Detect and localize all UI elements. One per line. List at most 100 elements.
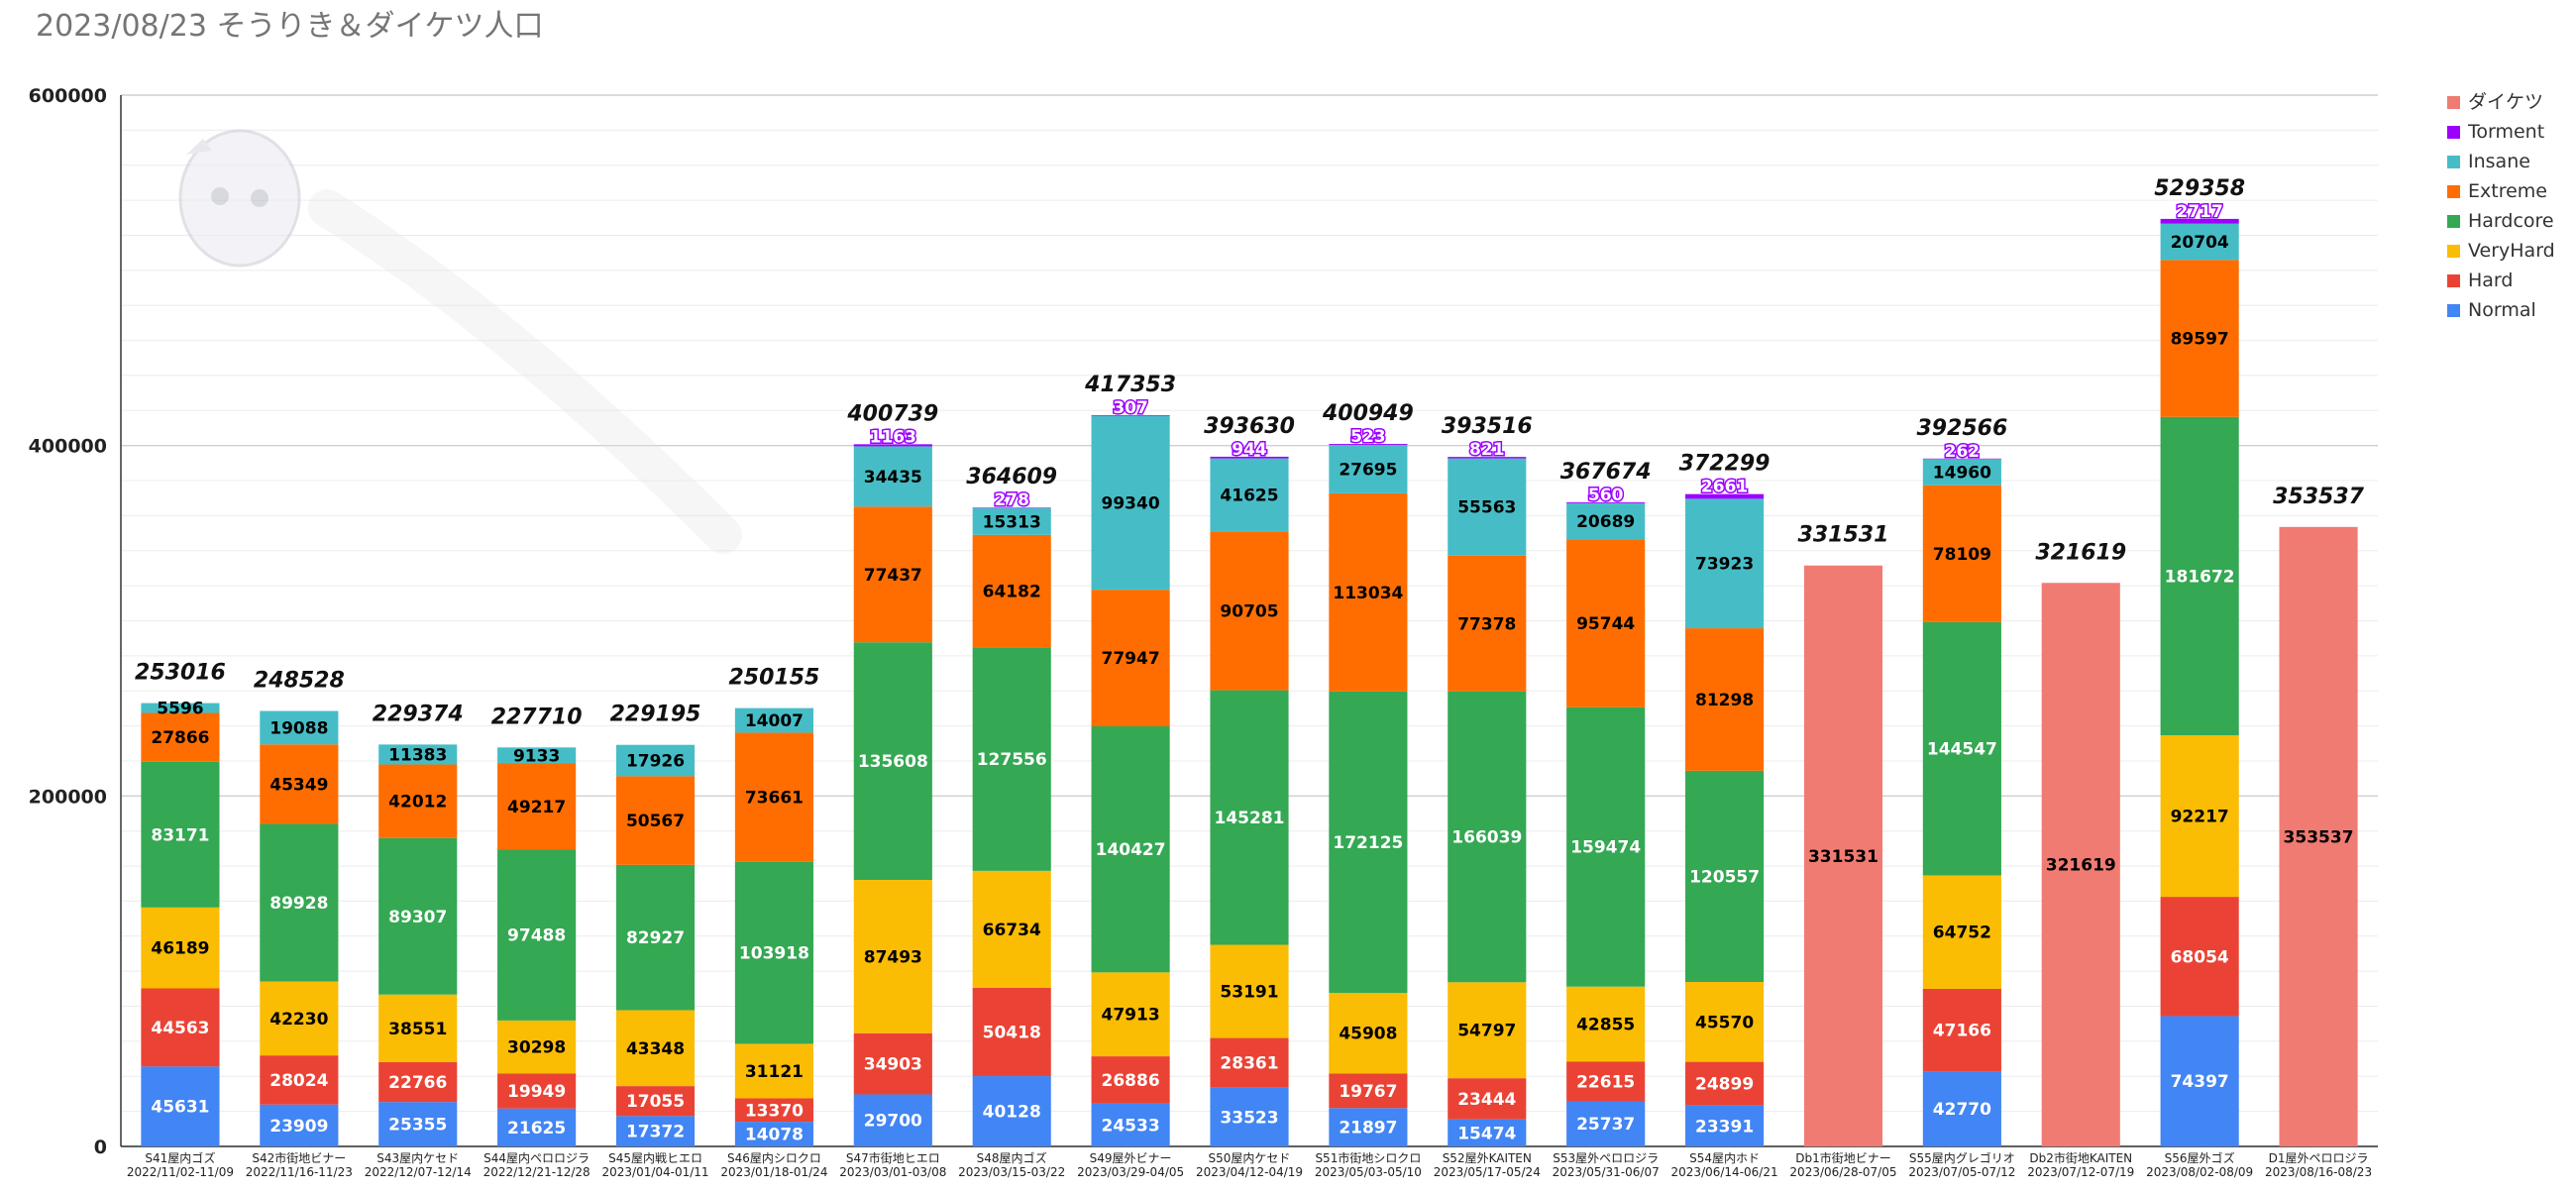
x-tick-label-date: 2023/08/16-08/23 bbox=[2265, 1165, 2372, 1179]
data-label-normal: 33523 bbox=[1220, 1108, 1278, 1128]
data-label-insane: 34435 bbox=[864, 468, 922, 488]
data-label-insane: 9133 bbox=[513, 746, 560, 766]
data-label-normal: 15474 bbox=[1457, 1124, 1516, 1143]
data-label-veryhard: 30298 bbox=[507, 1038, 566, 1058]
x-tick-label-name: S43屋内ケセド bbox=[376, 1151, 459, 1165]
x-axis-labels: S41屋内ゴズ2022/11/02-11/09S42市街地ビナー2022/11/… bbox=[127, 1150, 2372, 1179]
data-label-veryhard: 43348 bbox=[626, 1039, 685, 1059]
data-label-insane: 20704 bbox=[2171, 233, 2229, 253]
total-label: 229195 bbox=[610, 703, 701, 727]
x-tick-label-date: 2023/03/01-03/08 bbox=[839, 1165, 946, 1179]
x-tick-label-date: 2023/05/17-05/24 bbox=[1434, 1165, 1541, 1179]
total-label: 331531 bbox=[1798, 523, 1889, 548]
total-label: 353537 bbox=[2273, 485, 2365, 509]
legend-entry: Insane bbox=[2468, 151, 2530, 172]
x-tick-label-date: 2023/01/18-01/24 bbox=[720, 1165, 827, 1179]
data-label-hard: 13370 bbox=[745, 1101, 804, 1121]
mascot-watermark bbox=[180, 131, 723, 535]
x-tick-label-date: 2023/07/05-07/12 bbox=[1908, 1165, 2015, 1179]
data-label-veryhard: 42855 bbox=[1576, 1016, 1635, 1035]
data-label-torment: 821 bbox=[1469, 440, 1505, 460]
data-label-normal: 74397 bbox=[2171, 1072, 2229, 1092]
total-label: 367674 bbox=[1560, 460, 1652, 485]
x-tick-label-name: S56屋外ゴズ bbox=[2165, 1150, 2235, 1165]
legend-swatch bbox=[2447, 304, 2460, 317]
x-tick-label-date: 2022/11/16-11/23 bbox=[246, 1165, 353, 1179]
legend-swatch bbox=[2447, 126, 2460, 139]
y-tick-label: 200000 bbox=[29, 786, 107, 808]
data-label-insane: 17926 bbox=[626, 752, 685, 772]
x-tick-label-name: S54屋内ホド bbox=[1689, 1151, 1760, 1165]
data-label-hard: 28361 bbox=[1220, 1054, 1278, 1074]
data-label-insane: 15313 bbox=[983, 512, 1041, 532]
x-tick-label-name: S51市街地シロクロ bbox=[1315, 1150, 1421, 1165]
data-label-insane: 19088 bbox=[269, 718, 328, 738]
x-tick-label-date: 2023/03/15-03/22 bbox=[958, 1165, 1065, 1179]
bars bbox=[141, 219, 2357, 1146]
data-label-hardcore: 144547 bbox=[1927, 740, 1997, 760]
data-label-extreme: 50567 bbox=[626, 812, 685, 831]
data-label-hard: 19949 bbox=[507, 1082, 566, 1102]
data-label-hardcore: 83171 bbox=[151, 825, 209, 845]
x-tick-label-date: 2023/01/04-01/11 bbox=[601, 1165, 708, 1179]
data-label-normal: 23391 bbox=[1695, 1117, 1754, 1137]
data-label-hardcore: 145281 bbox=[1215, 809, 1285, 828]
data-label-extreme: 27866 bbox=[151, 728, 209, 748]
data-label-insane: 14960 bbox=[1933, 464, 1991, 484]
data-label-extreme: 49217 bbox=[507, 798, 566, 817]
data-label-insane: 73923 bbox=[1695, 555, 1754, 575]
data-label-hardcore: 120557 bbox=[1689, 867, 1760, 887]
data-label-insane: 20689 bbox=[1576, 512, 1635, 532]
data-label-veryhard: 87493 bbox=[864, 947, 922, 967]
x-tick-label-name: S45屋内戦ヒエロ bbox=[608, 1151, 702, 1165]
data-label-extreme: 77947 bbox=[1102, 649, 1160, 669]
legend-swatch bbox=[2447, 245, 2460, 258]
data-label-hardcore: 181672 bbox=[2165, 567, 2235, 587]
data-label-hard: 50418 bbox=[983, 1023, 1041, 1042]
data-label-hard: 23444 bbox=[1457, 1090, 1516, 1110]
x-tick-label-date: 2022/11/02-11/09 bbox=[127, 1165, 234, 1179]
x-tick-label-name: S46屋内シロクロ bbox=[727, 1151, 821, 1165]
data-label-torment: 2717 bbox=[2176, 202, 2222, 222]
x-tick-label-date: 2023/06/28-07/05 bbox=[1789, 1165, 1896, 1179]
data-label-normal: 25737 bbox=[1576, 1115, 1635, 1135]
legend: ダイケツTormentInsaneExtremeHardcoreVeryHard… bbox=[2447, 91, 2555, 321]
data-label-veryhard: 66734 bbox=[983, 921, 1041, 940]
data-label-veryhard: 42230 bbox=[269, 1010, 328, 1030]
x-tick-label-name: S49屋外ビナー bbox=[1090, 1151, 1172, 1165]
data-label-torment: 944 bbox=[1232, 440, 1267, 460]
data-label-extreme: 73661 bbox=[745, 789, 804, 809]
data-label-hard: 19767 bbox=[1339, 1082, 1397, 1102]
data-label-normal: 45631 bbox=[151, 1098, 209, 1118]
data-label-veryhard: 54797 bbox=[1457, 1022, 1516, 1041]
data-label-torment: 1163 bbox=[870, 427, 916, 447]
total-label: 392566 bbox=[1916, 416, 2007, 441]
data-label-veryhard: 31121 bbox=[745, 1062, 804, 1082]
data-label-insane: 14007 bbox=[745, 711, 804, 731]
x-tick-label-date: 2022/12/21-12/28 bbox=[483, 1165, 590, 1179]
y-tick-label: 400000 bbox=[29, 436, 107, 458]
data-label-torment: 2661 bbox=[1701, 478, 1748, 497]
data-label-veryhard: 64752 bbox=[1933, 923, 1991, 943]
data-label-torment: 560 bbox=[1588, 486, 1624, 505]
data-label-torment: 523 bbox=[1350, 427, 1386, 447]
data-label-hardcore: 166039 bbox=[1451, 827, 1522, 847]
legend-entry: Normal bbox=[2468, 299, 2536, 321]
data-label-hard: 68054 bbox=[2171, 947, 2229, 967]
data-label-normal: 29700 bbox=[864, 1112, 922, 1132]
data-label-hardcore: 140427 bbox=[1096, 840, 1166, 860]
total-label: 529358 bbox=[2154, 176, 2245, 201]
legend-entry: Hard bbox=[2468, 270, 2513, 291]
total-label: 321619 bbox=[2035, 540, 2126, 565]
data-label-ダイケツ: 321619 bbox=[2046, 856, 2116, 876]
data-label-hard: 47166 bbox=[1933, 1022, 1991, 1041]
data-label-torment: 262 bbox=[1945, 442, 1981, 462]
x-tick-label-name: S41屋内ゴズ bbox=[145, 1150, 215, 1165]
data-label-normal: 25355 bbox=[388, 1116, 447, 1136]
y-tick-label: 0 bbox=[94, 1137, 107, 1158]
legend-entry: Torment bbox=[2467, 121, 2544, 143]
legend-swatch bbox=[2447, 215, 2460, 228]
total-label: 364609 bbox=[966, 465, 1057, 489]
x-tick-label-name: S55屋内グレゴリオ bbox=[1909, 1150, 2015, 1165]
